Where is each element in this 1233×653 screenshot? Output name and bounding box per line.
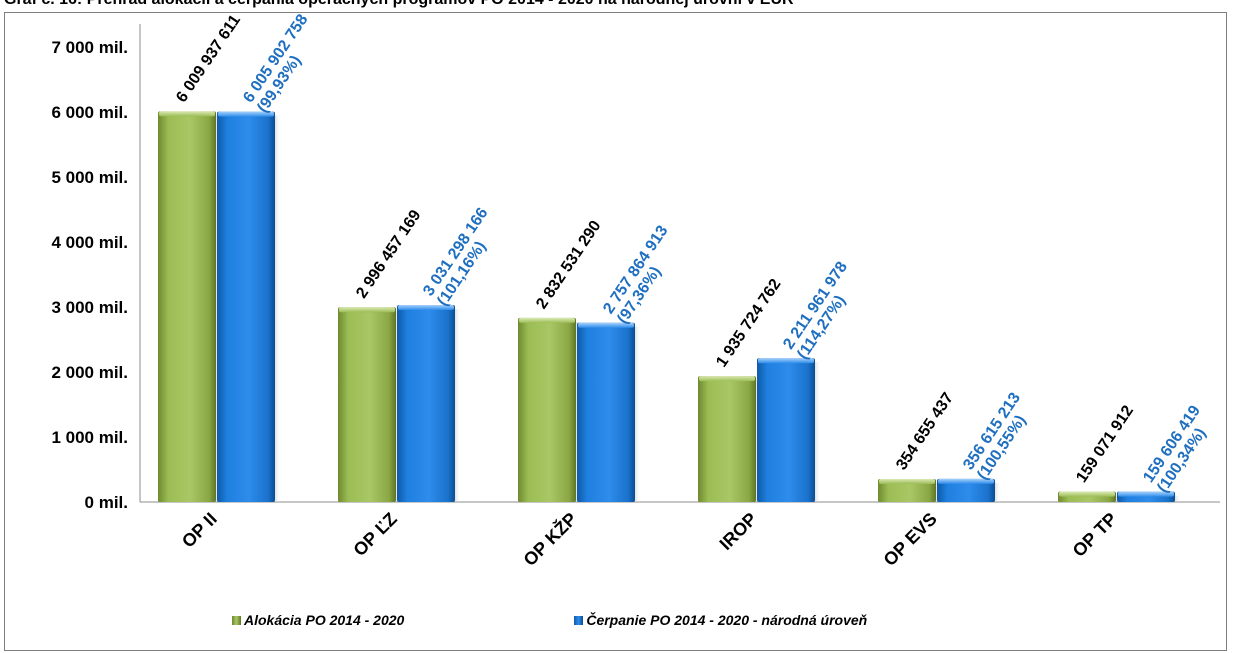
x-tick-label: OP EVS — [880, 509, 941, 570]
bar-shadow — [275, 115, 281, 502]
bar-top-allocation — [339, 307, 395, 313]
y-axis-ticks: 0 mil. 1 000 mil. 2 000 mil. 3 000 mil. 4 00… — [51, 38, 128, 512]
bar-shadow — [815, 362, 821, 502]
x-tick-label: IROP — [716, 509, 761, 554]
bar-top-allocation — [699, 376, 755, 382]
chart-title: Graf č. 16: Prehľad alokácií a čerpania … — [0, 0, 1233, 11]
y-tick-label: 7 000 mil. — [51, 38, 128, 57]
y-tick-label: 2 000 mil. — [51, 363, 128, 382]
bar-drawing — [937, 478, 995, 502]
legend: Alokácia PO 2014 - 2020 Čerpanie PO 2014… — [232, 610, 1037, 630]
bar-allocation — [338, 307, 396, 502]
y-tick-label: 3 000 mil. — [51, 298, 128, 317]
bar-allocation — [698, 376, 756, 502]
bar-top-allocation — [879, 478, 935, 484]
data-label-allocation: 354 655 437 — [893, 390, 957, 473]
bar-drawing — [217, 111, 275, 502]
data-label-allocation: 2 832 531 290 — [533, 218, 604, 312]
bars-layer — [158, 111, 1181, 502]
bar-shadow — [455, 308, 461, 502]
bar-drawing — [757, 358, 815, 502]
bar-allocation — [518, 317, 576, 502]
bar-top-drawing — [758, 358, 814, 364]
y-tick-label: 6 000 mil. — [51, 103, 128, 122]
y-tick-label: 0 mil. — [85, 493, 128, 512]
data-label-allocation: 2 996 457 169 — [353, 207, 424, 301]
legend-label-allocation: Alokácia PO 2014 - 2020 — [244, 612, 405, 628]
bar-top-drawing — [1118, 491, 1174, 497]
legend-label-drawing: Čerpanie PO 2014 - 2020 - národná úroveň — [586, 612, 868, 628]
data-label-allocation: 159 071 912 — [1073, 403, 1137, 486]
bar-allocation — [158, 111, 216, 502]
bar-shadow — [995, 482, 1001, 502]
bar-allocation — [878, 478, 936, 502]
bar-top-allocation — [159, 111, 215, 117]
legend-item-allocation: Alokácia PO 2014 - 2020 — [232, 612, 404, 628]
data-label-allocation: 1 935 724 762 — [713, 276, 784, 370]
bar-drawing — [577, 322, 635, 502]
x-tick-label: OP KŽP — [519, 508, 581, 570]
legend-item-drawing: Čerpanie PO 2014 - 2020 - národná úroveň — [574, 612, 867, 628]
bar-shadow — [1175, 495, 1181, 502]
y-tick-label: 4 000 mil. — [51, 233, 128, 252]
x-tick-label: OP TP — [1069, 509, 1121, 561]
x-tick-label: OP ĽZ — [349, 509, 400, 560]
bar-top-allocation — [1059, 491, 1115, 497]
y-tick-label: 1 000 mil. — [51, 428, 128, 447]
bar-top-drawing — [398, 304, 454, 310]
x-tick-label: OP II — [178, 509, 221, 552]
bar-top-drawing — [218, 111, 274, 117]
y-tick-label: 5 000 mil. — [51, 168, 128, 187]
chart-frame — [4, 12, 1227, 651]
bar-top-allocation — [519, 317, 575, 323]
bar-top-drawing — [938, 478, 994, 484]
x-axis-labels: OP II OP ĽZ OP KŽP IROP OP EVS OP TP — [178, 508, 1121, 570]
bar-drawing — [397, 304, 455, 502]
data-label-allocation: 6 009 937 611 — [173, 12, 244, 106]
legend-swatch-allocation — [232, 615, 241, 625]
bar-top-drawing — [578, 322, 634, 328]
bar-shadow — [635, 326, 641, 502]
legend-swatch-drawing — [574, 615, 584, 625]
